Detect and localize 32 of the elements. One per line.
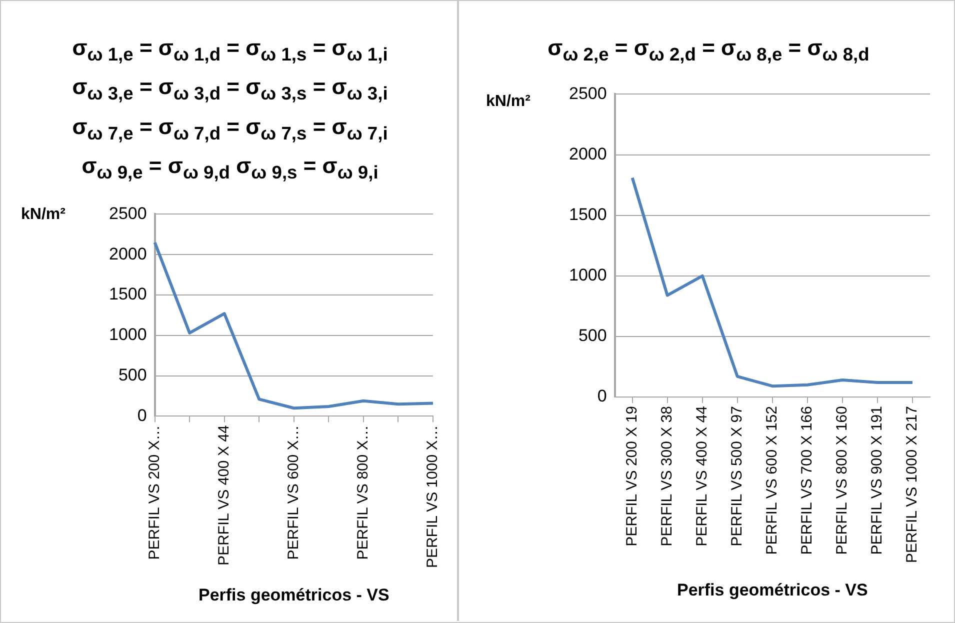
y-tick-label: 0: [137, 406, 147, 425]
y-tick-label: 2500: [568, 84, 607, 103]
x-tick-label: PERFIL VS 1000 X 217: [904, 406, 921, 564]
y-axis-title: kN/m²: [486, 93, 530, 111]
x-axis-title: Perfis geométricos - VS: [676, 580, 868, 600]
y-tick-label: 500: [118, 365, 147, 384]
x-tick-label: PERFIL VS 300 X 38: [658, 406, 676, 546]
y-tick-label: 1500: [108, 284, 147, 304]
x-tick-label: PERFIL VS 600 X 152: [764, 406, 781, 555]
y-tick-label: 1000: [568, 266, 607, 285]
y-tick-label: 2000: [568, 144, 607, 164]
x-tick-label: PERFIL VS 900 X 191: [868, 406, 886, 555]
y-tick-label: 1500: [568, 205, 607, 224]
x-tick-label: PERFIL VS 200 X…: [146, 425, 163, 560]
y-tick-label: 1000: [108, 325, 147, 344]
y-axis-title: kN/m²: [21, 206, 66, 224]
x-tick-label: PERFIL VS 400 X 44: [694, 406, 711, 546]
y-tick-label: 0: [597, 386, 607, 406]
y-tick-label: 2000: [108, 244, 147, 264]
y-tick-label: 500: [578, 326, 607, 346]
chart-title: σ$_{ω 2,e}$ = σ$_{ω 2,d}$ = σ$_{ω 8,e}$ = σ$_{ω 8,d}$: [546, 34, 870, 66]
x-tick-label: PERFIL VS 1000 X…: [424, 425, 442, 568]
x-tick-label: PERFIL VS 800 X 160: [834, 406, 851, 555]
y-tick-label: 2500: [108, 204, 147, 223]
x-tick-label: PERFIL VS 400 X 44: [216, 425, 233, 566]
x-tick-label: PERFIL VS 500 X 97: [728, 406, 746, 546]
x-tick-label: PERFIL VS 600 X…: [285, 425, 302, 560]
x-tick-label: PERFIL VS 800 X…: [354, 425, 372, 560]
x-axis-title: Perfis geométricos - VS: [198, 585, 390, 604]
chart-title: σ$_{ω 1,e}$ = σ$_{ω 1,d}$ = σ$_{ω 1,s}$ = σ$_{ω 1,i}$ σ$_{ω 3,e}$ = σ$_{ω 3,d}$ = σ$_{ω 3,s}$ = σ$_{ω 3,i}$ σ$_{ω 7,e}$ = σ$_{ω 7,d}$ = σ$_{ω 7,s}$ = σ$_{ω 7,i}$ σ$_{ω 9,e}$ = σ$_{ω 9,d}$ σ$_{ω 9,s}$ = σ$_{ω 9,i}$: [72, 35, 388, 183]
x-tick-label: PERFIL VS 200 X 19: [623, 406, 640, 546]
x-tick-label: PERFIL VS 700 X 166: [798, 406, 816, 555]
